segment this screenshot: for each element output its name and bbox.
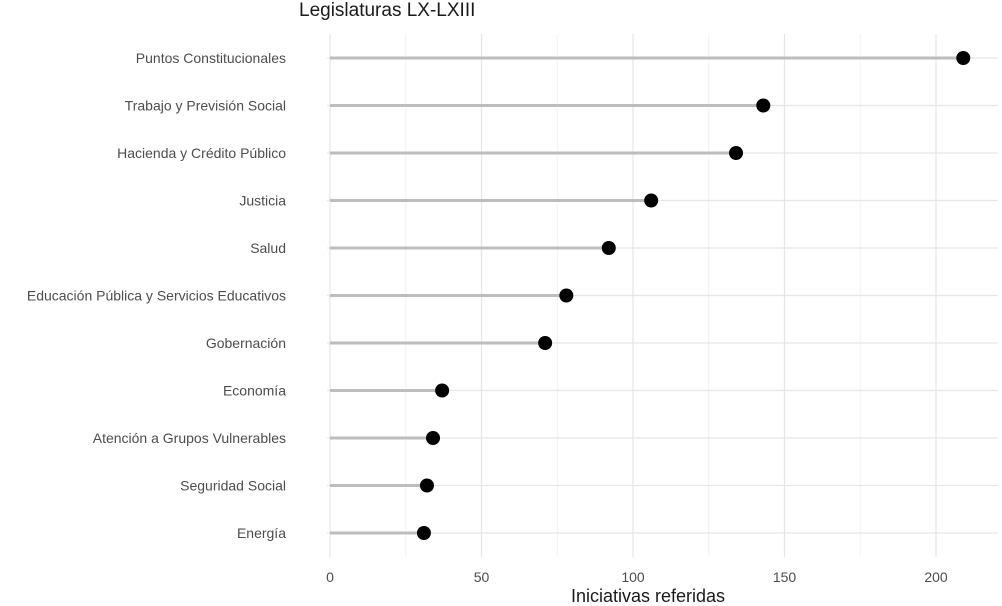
- category-label: Justicia: [239, 193, 286, 209]
- category-labels: Puntos Constitucionales Trabajo y Previsi…: [27, 50, 286, 541]
- lollipop-stems: [330, 56, 964, 535]
- x-tick-label: 50: [474, 569, 490, 585]
- lollipop-dots: [416, 51, 971, 540]
- lollipop-dot: [559, 288, 574, 303]
- category-label: Puntos Constitucionales: [136, 50, 286, 66]
- lollipop-dot: [956, 51, 971, 65]
- category-label: Trabajo y Previsión Social: [125, 98, 286, 114]
- category-label: Educación Pública y Servicios Educativos: [27, 288, 286, 304]
- category-label: Economía: [223, 383, 286, 399]
- category-label: Salud: [250, 240, 286, 256]
- lollipop-dot: [416, 526, 431, 540]
- x-axis-title: Iniciativas referidas: [571, 586, 725, 606]
- x-axis-ticks: 0 50 100 150 200: [326, 569, 948, 585]
- category-label: Energía: [237, 525, 286, 541]
- x-tick-label: 100: [621, 569, 645, 585]
- lollipop-dot: [601, 241, 616, 255]
- lollipop-dot: [644, 193, 659, 208]
- lollipop-dot: [426, 431, 441, 445]
- lollipop-dot: [729, 146, 744, 160]
- lollipop-dot: [538, 336, 553, 350]
- lollipop-dot: [435, 383, 450, 398]
- lollipop-dot: [756, 98, 771, 113]
- category-label: Seguridad Social: [180, 478, 286, 494]
- chart-title: Legislaturas LX-LXIII: [299, 0, 476, 21]
- x-tick-label: 150: [773, 569, 797, 585]
- x-tick-label: 200: [924, 569, 948, 585]
- lollipop-dot: [419, 478, 434, 493]
- category-label: Gobernación: [206, 335, 286, 351]
- category-label: Hacienda y Crédito Público: [117, 145, 286, 161]
- category-label: Atención a Grupos Vulnerables: [93, 430, 286, 446]
- x-tick-label: 0: [326, 569, 334, 585]
